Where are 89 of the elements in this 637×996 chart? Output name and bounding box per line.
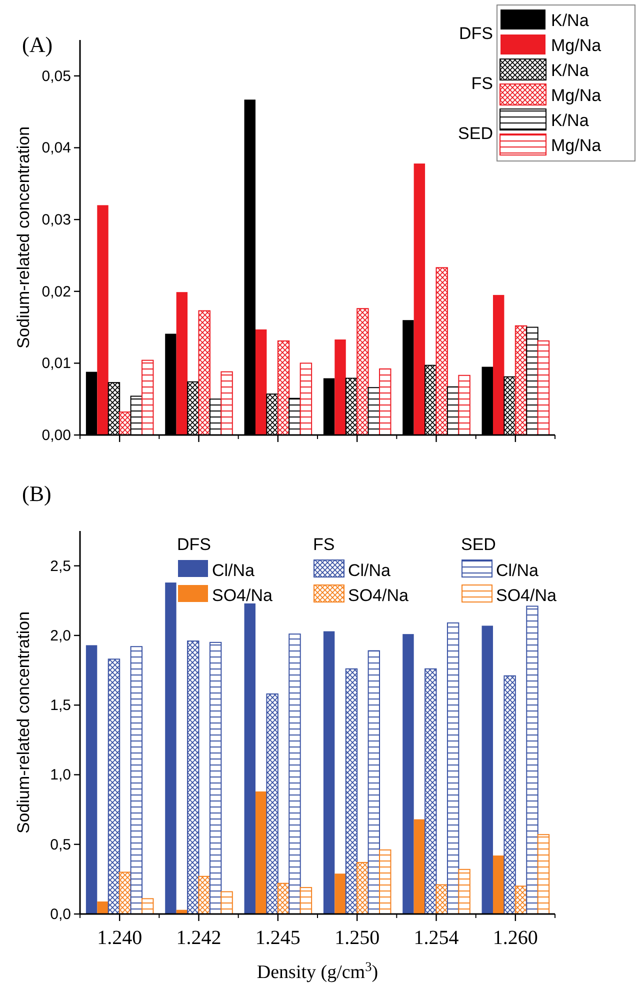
bar — [130, 646, 143, 914]
bar — [379, 849, 392, 914]
bar — [458, 868, 470, 914]
bar — [300, 362, 312, 436]
x-tick-label: 1.242 — [176, 927, 222, 949]
legend-label: SO4/Na — [496, 586, 558, 605]
bar — [492, 856, 504, 914]
bar — [424, 668, 437, 914]
legend-label: Cl/Na — [212, 561, 256, 580]
y-tick-label: 0,01 — [42, 355, 71, 372]
y-axis-title: Sodium-related concentration — [14, 611, 33, 834]
bar — [220, 891, 233, 914]
bar — [458, 374, 470, 436]
bar — [356, 308, 369, 436]
bar — [537, 340, 550, 436]
bar — [356, 862, 369, 914]
bar — [255, 791, 267, 914]
x-tick-label: 1.250 — [334, 927, 380, 949]
y-tick-label: 2,5 — [50, 558, 71, 575]
bar — [277, 340, 290, 436]
bar — [402, 634, 414, 914]
annotation: DFS — [459, 24, 493, 43]
bar — [436, 267, 448, 436]
annotation: FS — [313, 535, 335, 554]
y-tick-label: 0,00 — [42, 427, 71, 444]
bar — [187, 640, 200, 914]
annotation: FS — [471, 74, 493, 93]
y-tick-label: 0,5 — [50, 836, 71, 854]
bar — [334, 339, 346, 435]
annotation: SED — [458, 124, 493, 143]
bar — [244, 603, 256, 914]
y-tick-label: 0,03 — [42, 212, 71, 229]
bar — [323, 631, 335, 914]
bar — [119, 872, 132, 914]
bar — [414, 164, 426, 435]
x-tick-label: 1.240 — [97, 927, 142, 949]
legend-label: K/Na — [551, 111, 590, 130]
legend-label: Mg/Na — [551, 86, 602, 105]
bar — [266, 693, 278, 914]
x-tick-label: 1.245 — [255, 927, 300, 949]
bar — [97, 205, 108, 435]
bar — [300, 887, 312, 914]
bar — [334, 874, 346, 914]
bar — [165, 582, 176, 914]
bar — [482, 626, 493, 914]
bar — [119, 412, 132, 436]
bar — [255, 329, 267, 435]
bar — [142, 360, 154, 436]
y-tick-label: 0,04 — [42, 140, 71, 157]
bar — [537, 834, 550, 914]
bar — [108, 658, 120, 914]
x-axis-title: Density (g/cm$^{3}$) — [256, 958, 378, 983]
y-tick-label: 0,05 — [42, 68, 71, 85]
x-tick-label: 1.254 — [414, 927, 459, 949]
bar — [379, 368, 392, 436]
y-tick-label: 0,02 — [42, 283, 71, 300]
bar — [176, 292, 188, 435]
bar — [414, 819, 426, 914]
bar — [446, 622, 460, 914]
annotation: DFS — [177, 535, 211, 554]
bar — [86, 645, 98, 914]
annotation: SED — [461, 535, 496, 554]
bar — [368, 650, 380, 914]
chart-title: (B) — [22, 481, 52, 506]
legend-label: Mg/Na — [551, 36, 602, 55]
legend-label: Cl/Na — [348, 561, 392, 580]
y-tick-label: 0,0 — [50, 906, 71, 923]
bar — [345, 668, 358, 914]
legend-label: SO4/Na — [348, 586, 410, 605]
y-tick-label: 1,5 — [50, 697, 71, 714]
bar — [209, 642, 222, 914]
bar — [142, 898, 154, 914]
legend-label: Cl/Na — [496, 561, 540, 580]
chart-title: (A) — [22, 32, 53, 57]
x-tick-label: 1.260 — [492, 927, 538, 949]
bar — [492, 294, 504, 435]
bar — [504, 675, 516, 914]
legend-label: Mg/Na — [551, 136, 602, 155]
legend-label: K/Na — [551, 61, 590, 80]
bar — [288, 634, 301, 914]
bar — [198, 310, 210, 436]
bar — [526, 606, 538, 914]
y-tick-label: 1,0 — [50, 766, 71, 784]
bar — [97, 901, 108, 914]
bar — [220, 371, 233, 436]
y-tick-label: 2,0 — [50, 627, 71, 644]
legend-label: K/Na — [551, 11, 590, 30]
legend-label: SO4/Na — [212, 586, 274, 605]
y-axis-title: Sodium-related concentration — [14, 126, 33, 349]
